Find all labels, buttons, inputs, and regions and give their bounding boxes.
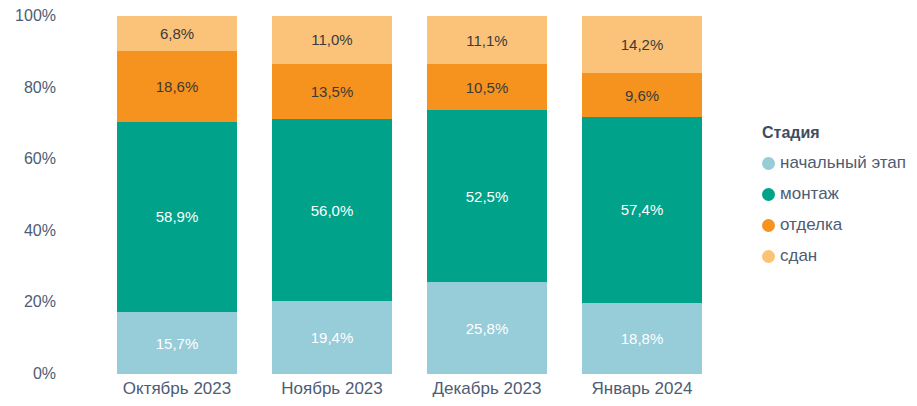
legend: Стадия начальный этап монтаж отделка сдан — [762, 124, 912, 266]
legend-item[interactable]: монтаж — [762, 184, 912, 204]
bar-segment[interactable]: 9,6% — [582, 73, 702, 117]
bar-segment[interactable]: 18,8% — [582, 303, 702, 374]
bar-segment-label: 14,2% — [621, 37, 664, 52]
x-axis-category-label: Декабрь 2023 — [402, 379, 572, 399]
bar-segment[interactable]: 10,5% — [427, 64, 547, 110]
legend-swatch-icon — [762, 157, 775, 170]
x-axis-category-label: Ноябрь 2023 — [247, 379, 417, 399]
bar-segment-label: 18,6% — [156, 79, 199, 94]
bar-segment-label: 19,4% — [311, 330, 354, 345]
legend-swatch-icon — [762, 219, 775, 232]
bar-segment-label: 13,5% — [311, 84, 354, 99]
bar-segment-label: 57,4% — [621, 202, 664, 217]
bar-segment[interactable]: 56,0% — [272, 119, 392, 301]
bar: 25,8% 52,5% 10,5% 11,1% — [427, 16, 547, 374]
bar-segment[interactable]: 58,9% — [117, 122, 237, 313]
y-axis-tick-label: 40% — [0, 221, 56, 241]
legend-items: начальный этап монтаж отделка сдан — [762, 153, 912, 266]
bar-segment[interactable]: 6,8% — [117, 16, 237, 51]
bar-segment[interactable]: 19,4% — [272, 301, 392, 374]
y-axis-tick-label: 100% — [0, 6, 56, 26]
x-axis-category-label: Январь 2024 — [557, 379, 727, 399]
legend-swatch-icon — [762, 250, 775, 263]
legend-item-label: отделка — [780, 215, 842, 235]
bar-segment[interactable]: 14,2% — [582, 16, 702, 73]
bar-segment-label: 10,5% — [466, 80, 509, 95]
x-axis-category-label: Октябрь 2023 — [92, 379, 262, 399]
bar-segment-label: 52,5% — [466, 189, 509, 204]
legend-swatch-icon — [762, 188, 775, 201]
bar-segment-label: 11,0% — [311, 32, 352, 47]
bar-segment[interactable]: 13,5% — [272, 64, 392, 119]
bar: 15,7% 58,9% 18,6% 6,8% — [117, 16, 237, 374]
legend-item[interactable]: сдан — [762, 246, 912, 266]
y-axis-tick-label: 20% — [0, 292, 56, 312]
bar-segment-label: 15,7% — [156, 336, 199, 351]
bar-segment-label: 56,0% — [311, 203, 354, 218]
bar-segment[interactable]: 25,8% — [427, 282, 547, 374]
bar-segment[interactable]: 11,1% — [427, 16, 547, 64]
bar-segment[interactable]: 15,7% — [117, 312, 237, 374]
bar-segment-label: 11,1% — [466, 33, 507, 48]
bar-segment-label: 9,6% — [625, 88, 659, 103]
bar: 19,4% 56,0% 13,5% 11,0% — [272, 16, 392, 374]
y-axis-tick-label: 0% — [0, 364, 56, 384]
bar-segment-label: 25,8% — [466, 321, 509, 336]
legend-item-label: монтаж — [780, 184, 839, 204]
legend-item[interactable]: начальный этап — [762, 153, 912, 173]
bar-segment[interactable]: 11,0% — [272, 16, 392, 64]
legend-item[interactable]: отделка — [762, 215, 912, 235]
bar-segment-label: 18,8% — [621, 331, 664, 346]
bar-segment-label: 6,8% — [160, 26, 194, 41]
bar-segment[interactable]: 18,6% — [117, 51, 237, 121]
stacked-bar-chart: 0% 20% 40% 60% 80% 100% 15,7% 58,9% 18,6% 6,8% 19… — [0, 0, 917, 406]
y-axis-tick-label: 80% — [0, 78, 56, 98]
legend-title: Стадия — [762, 124, 912, 142]
bar: 18,8% 57,4% 9,6% 14,2% — [582, 16, 702, 374]
legend-item-label: начальный этап — [780, 153, 906, 173]
legend-item-label: сдан — [780, 246, 817, 266]
bar-segment[interactable]: 57,4% — [582, 117, 702, 303]
bar-segment-label: 58,9% — [156, 209, 199, 224]
bar-segment[interactable]: 52,5% — [427, 110, 547, 282]
y-axis-tick-label: 60% — [0, 149, 56, 169]
